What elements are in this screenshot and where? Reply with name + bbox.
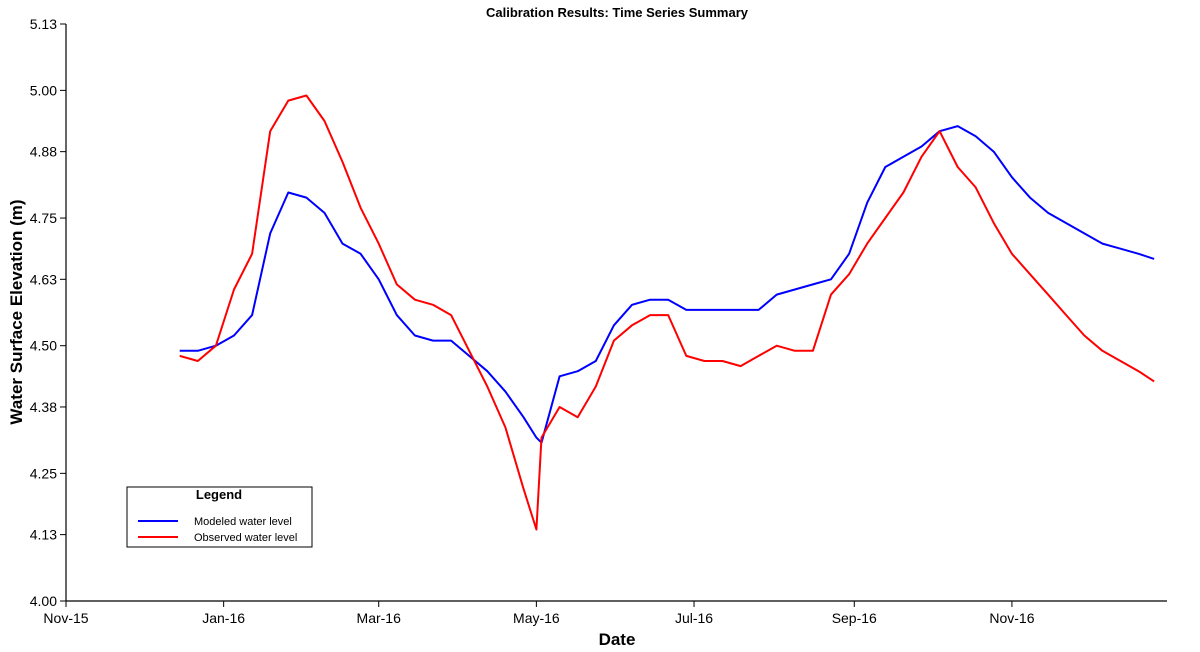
y-axis-title: Water Surface Elevation (m) — [7, 199, 26, 424]
y-tick-label: 5.13 — [30, 16, 57, 32]
x-axis-ticks: Nov-15 Jan-16 Mar-16 May-16 Jul-16 Sep-16 Nov-… — [43, 601, 1035, 626]
x-tick-label: Jul-16 — [675, 610, 713, 626]
legend-title: Legend — [196, 487, 242, 502]
x-tick-label: May-16 — [513, 610, 560, 626]
x-axis-title: Date — [599, 630, 636, 649]
y-tick-label: 4.63 — [30, 271, 57, 287]
series-line-modeled — [179, 125, 1155, 444]
y-tick-label: 4.38 — [30, 399, 57, 415]
x-tick-label: Jan-16 — [202, 610, 245, 626]
chart-title: Calibration Results: Time Series Summary — [486, 5, 749, 20]
y-tick-label: 4.13 — [30, 527, 57, 543]
y-tick-label: 4.50 — [30, 338, 57, 354]
series-line-observed — [179, 94, 1155, 531]
x-tick-label: Nov-15 — [43, 610, 88, 626]
legend: Legend Modeled water level Observed wate… — [126, 486, 313, 548]
legend-label-modeled: Modeled water level — [194, 516, 292, 528]
x-tick-label: Sep-16 — [832, 610, 877, 626]
y-tick-label: 4.75 — [30, 210, 57, 226]
x-tick-label: Nov-16 — [989, 610, 1034, 626]
series-layer — [179, 94, 1155, 531]
x-tick-label: Mar-16 — [357, 610, 402, 626]
y-tick-label: 4.00 — [30, 593, 57, 609]
y-tick-label: 4.25 — [30, 465, 57, 481]
y-axis-ticks: 4.00 4.13 4.25 4.38 4.50 4.63 4.75 4.88 5.00 5.13 — [30, 16, 66, 609]
y-tick-label: 5.00 — [30, 82, 57, 98]
legend-label-observed: Observed water level — [194, 532, 297, 544]
y-tick-label: 4.88 — [30, 144, 57, 160]
